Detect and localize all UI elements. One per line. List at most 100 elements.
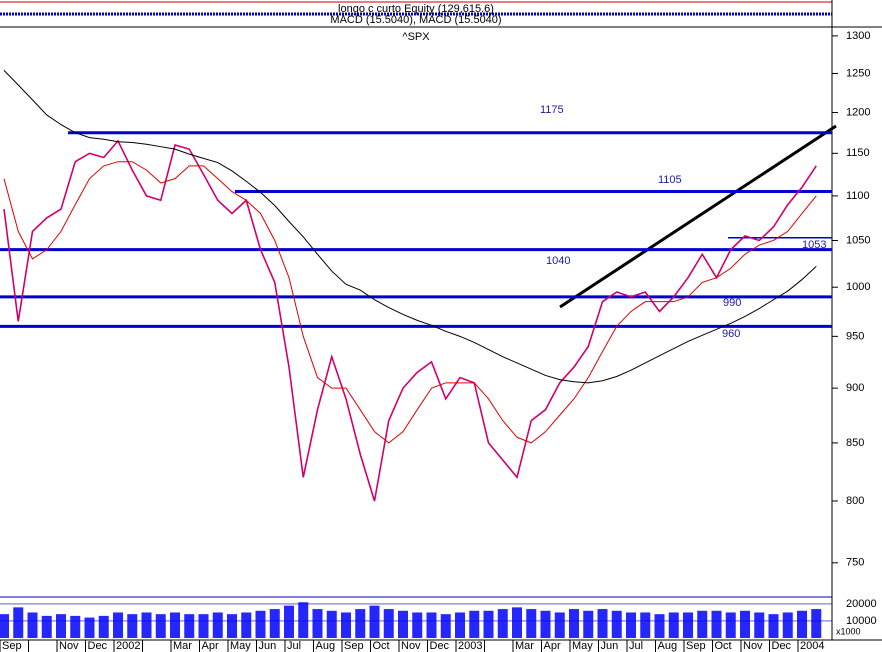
x-tick-label: Sep [2,640,22,652]
y-tick-label: 800 [846,495,864,507]
volume-bar [412,612,423,638]
volume-bar [13,607,24,638]
volume-bar [611,610,622,638]
volume-bar [526,609,537,638]
volume-unit-label: x1000 [836,626,861,636]
level-label: 1105 [658,174,682,186]
volume-bar [725,612,736,638]
volume-bar [469,610,480,638]
volume-bar [583,610,594,638]
x-tick-label: Dec [88,640,108,652]
x-tick-label: Nov [401,640,421,652]
y-tick-label: 900 [846,382,864,394]
x-tick-label: Sep [686,640,706,652]
header-line: MACD (15.5040), MACD (15.5040) [330,14,501,26]
x-tick-label: 2002 [116,640,140,652]
volume-bar [811,609,822,638]
chart-title: ^SPX [402,31,430,43]
level-label: 1175 [540,104,564,116]
volume-bar [740,610,750,638]
volume-bar [41,615,52,638]
volume-bar [56,614,66,638]
x-tick-label: 2003 [458,640,482,652]
volume-bar [569,609,579,638]
volume-bar [626,612,636,638]
x-tick-label: Mar [173,640,192,652]
x-tick-label: Apr [202,640,219,652]
volume-bar [711,610,722,638]
y-tick-label: 1000 [846,281,870,293]
volume-bar [184,614,195,638]
level-label: 960 [722,328,740,340]
trend-line [559,124,837,309]
volume-bar [284,605,294,638]
x-tick-label: Apr [544,640,561,652]
x-tick-label: Jun [601,640,619,652]
x-tick-label: Nov [743,640,763,652]
volume-bar [198,614,209,638]
x-tick-label: Sep [344,640,364,652]
volume-bar [170,612,180,638]
x-tick-label: Oct [373,640,390,652]
volume-tick-label: 20000 [846,598,877,610]
y-tick-label: 1150 [846,147,870,159]
volume-bar [212,612,223,638]
volume-bar [255,610,266,638]
volume-bar [512,607,522,638]
price-line [3,139,817,502]
volume-bar [426,612,437,638]
volume-bar [683,612,693,638]
volume-bar [312,609,323,638]
volume-bar [455,612,465,638]
volume-bar [155,614,166,638]
volume-bar [383,609,394,638]
y-tick-label: 1100 [846,190,870,202]
volume-bar [554,612,565,638]
volume-bar [654,614,665,638]
volume-tick-label: 10000 [846,615,877,627]
volume-bar [141,612,152,638]
volume-bar [27,612,38,638]
volume-bar [241,612,252,638]
x-tick-label: Jun [259,640,277,652]
volume-bar [597,609,608,638]
volume-bar [127,614,138,638]
x-tick-label: Mar [515,640,534,652]
y-tick-label: 850 [846,437,864,449]
header-line: longo c curto Equity (129,615.6) [338,3,494,15]
volume-bar [668,612,679,638]
y-tick-label: 1250 [846,67,870,79]
volume-bar [768,614,779,638]
y-tick-label: 750 [846,557,864,569]
level-label: 990 [723,297,741,309]
volume-bar [341,612,351,638]
volume-bar [497,609,508,638]
volume-bar [640,612,651,638]
volume-bar [0,614,9,638]
volume-bar [98,615,109,638]
volume-bar [113,612,123,638]
volume-bar [355,609,366,638]
volume-bar [797,610,807,638]
volume-bar [398,610,408,638]
price-line [3,161,817,444]
x-tick-label: 2004 [800,640,824,652]
volume-bar [298,602,309,638]
y-tick-label: 1050 [846,234,870,246]
x-tick-label: Aug [316,640,336,652]
x-tick-label: Jul [629,640,643,652]
x-tick-label: Nov [59,640,79,652]
y-tick-label: 1300 [846,30,870,42]
level-label: 1053 [802,239,826,251]
level-label: 1040 [546,255,570,267]
x-tick-label: May [572,640,593,652]
price-line [3,70,817,384]
x-tick-label: Aug [658,640,678,652]
x-tick-label: Dec [430,640,450,652]
volume-bar [70,615,81,638]
volume-bar [483,610,494,638]
volume-bar [540,610,551,638]
x-tick-label: May [230,640,251,652]
y-tick-label: 950 [846,330,864,342]
